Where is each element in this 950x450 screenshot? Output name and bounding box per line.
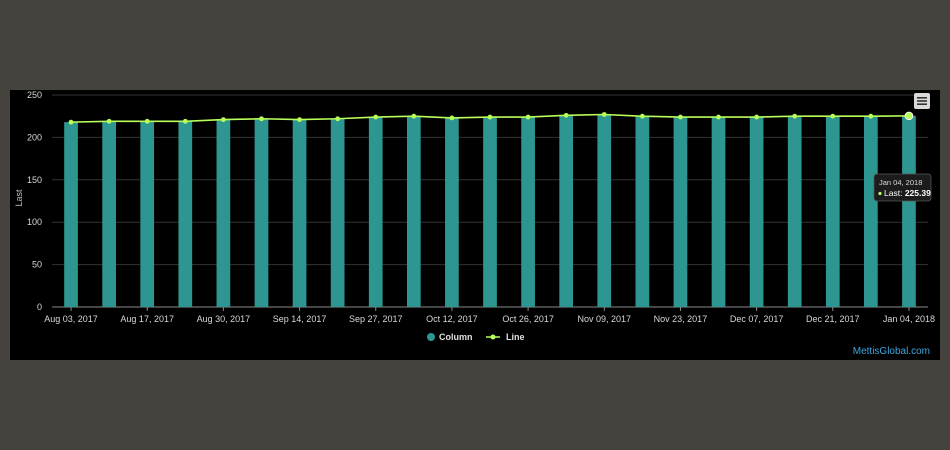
y-axis-title: Last	[14, 189, 24, 207]
line-point-16	[678, 114, 683, 120]
bar-22	[902, 115, 916, 307]
legend-line-label: Line	[506, 332, 525, 342]
tooltip-label: Last:	[884, 188, 902, 198]
line-point-9	[411, 113, 417, 119]
bar-5	[254, 118, 269, 307]
x-tick-label-3: Sep 14, 2017	[273, 314, 327, 324]
bar-16	[673, 117, 688, 307]
x-tick-label-7: Nov 09, 2017	[577, 314, 631, 324]
bar-2	[140, 121, 155, 308]
tooltip-box	[873, 173, 932, 202]
y-tick-label-250: 250	[27, 90, 42, 100]
line-point-7	[335, 116, 341, 122]
line-point-11	[487, 114, 493, 120]
x-tick-label-10: Dec 21, 2017	[806, 314, 860, 324]
bar-19	[787, 116, 802, 307]
line-point-12	[525, 114, 531, 120]
line-point-20	[830, 113, 836, 119]
bar-15	[635, 116, 650, 307]
tooltip-number: 225.39	[905, 188, 931, 198]
x-tick-label-5: Oct 12, 2017	[426, 314, 478, 324]
line-point-21	[868, 113, 874, 119]
x-tick-label-6: Oct 26, 2017	[502, 314, 554, 324]
legend-column-label: Column	[439, 332, 473, 342]
bar-4	[216, 119, 231, 307]
line-point-19	[792, 113, 798, 119]
y-tick-label-0: 0	[37, 302, 42, 312]
y-tick-label-200: 200	[27, 132, 42, 142]
bar-1	[102, 121, 116, 308]
line-point-13	[563, 112, 569, 118]
legend-item-column[interactable]: Column	[427, 332, 473, 342]
chart-menu-button[interactable]	[914, 93, 930, 109]
bar-10	[445, 117, 459, 307]
bar-9	[406, 116, 421, 307]
bar-3	[178, 121, 193, 308]
x-tick-label-9: Dec 07, 2017	[730, 314, 784, 324]
bar-17	[711, 117, 726, 307]
line-point-3	[182, 118, 188, 124]
line-point-15	[639, 113, 645, 119]
line-point-22	[904, 111, 914, 121]
bar-18	[749, 117, 764, 307]
chart-panel: 0 50 100 150 200 250 Last Aug 03, 2017 Aug 17,…	[10, 90, 940, 360]
line-point-0	[68, 119, 74, 125]
line-point-6	[297, 117, 302, 122]
bar-21	[864, 116, 878, 307]
legend-column-marker	[427, 333, 435, 341]
line-point-5	[259, 116, 264, 122]
line-point-4	[220, 117, 226, 122]
bar-11	[483, 117, 497, 307]
column-series	[64, 114, 916, 308]
hamburger-menu-icon[interactable]	[917, 97, 927, 105]
x-tick-label-1: Aug 17, 2017	[120, 314, 174, 324]
legend[interactable]: Column Line	[427, 332, 525, 342]
x-tick-label-2: Aug 30, 2017	[197, 314, 251, 324]
line-point-17	[716, 114, 721, 120]
bar-14	[597, 114, 612, 307]
bar-8	[368, 117, 383, 307]
x-tick-label-11: Jan 04, 2018	[883, 314, 935, 324]
x-axis: Aug 03, 2017 Aug 17, 2017 Aug 30, 2017 Sep …	[44, 307, 935, 324]
line-point-18	[754, 114, 760, 120]
credit-link[interactable]: MettisGlobal.com	[853, 346, 930, 357]
legend-item-line[interactable]: Line	[486, 332, 525, 342]
line-series	[68, 111, 914, 125]
x-tick-label-4: Sep 27, 2017	[349, 314, 403, 324]
bar-7	[330, 118, 345, 307]
tooltip: Jan 04, 2018 Last: 225.39	[873, 173, 932, 202]
tooltip-marker	[878, 191, 882, 196]
tooltip-date: Jan 04, 2018	[879, 178, 922, 187]
bar-13	[559, 115, 574, 308]
bar-12	[521, 117, 535, 307]
line-point-10	[449, 115, 455, 121]
y-axis: 0 50 100 150 200 250	[27, 90, 42, 312]
y-tick-label-150: 150	[27, 175, 42, 185]
line-point-8	[373, 114, 379, 120]
x-tick-label-8: Nov 23, 2017	[654, 314, 708, 324]
bar-0	[64, 122, 78, 307]
bar-6	[292, 119, 307, 307]
bar-20	[825, 116, 840, 307]
legend-line-marker	[490, 334, 496, 340]
line-point-14	[601, 112, 607, 117]
line-point-2	[144, 118, 150, 124]
chart: 0 50 100 150 200 250 Last Aug 03, 2017 Aug 17,…	[14, 90, 935, 357]
y-tick-label-50: 50	[32, 260, 42, 270]
tooltip-value: Last: 225.39	[884, 188, 931, 198]
line-point-1	[106, 118, 112, 124]
x-tick-label-0: Aug 03, 2017	[44, 314, 98, 324]
y-tick-label-100: 100	[27, 217, 42, 227]
